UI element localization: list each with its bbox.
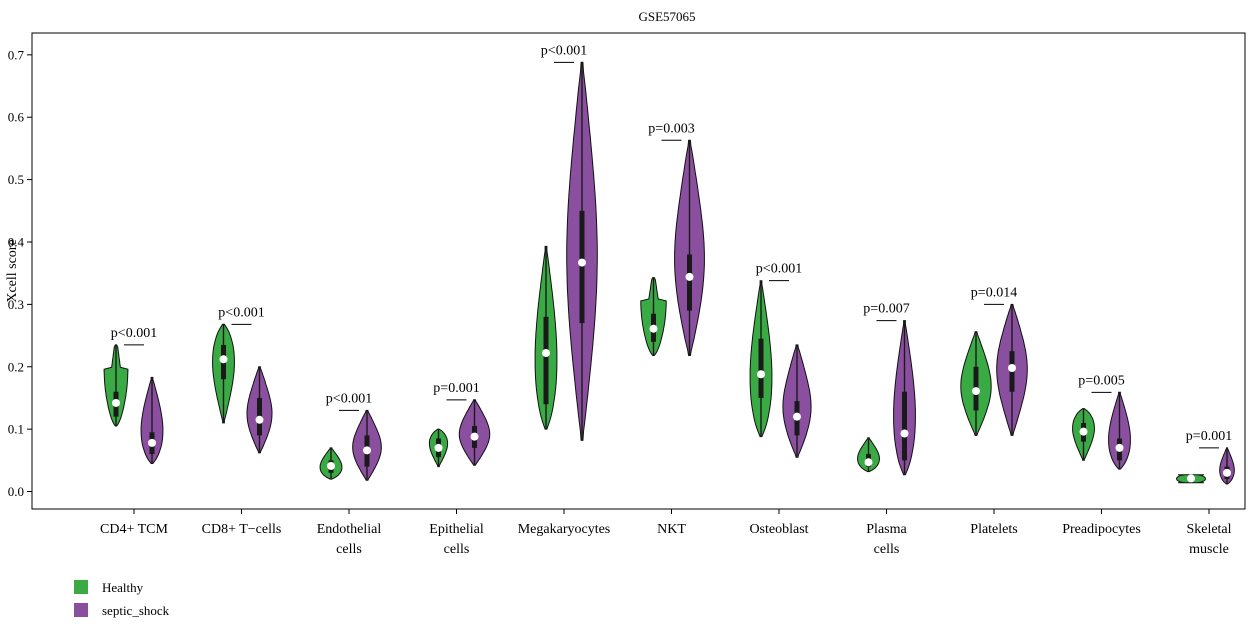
violin-iqr-box	[579, 210, 585, 324]
x-tick-label: muscle	[1189, 542, 1229, 557]
x-tick-label: cells	[444, 542, 470, 557]
y-tick-label: 0.5	[8, 172, 24, 187]
legend-swatch	[74, 603, 88, 617]
legend-label: septic_shock	[102, 603, 170, 618]
p-value-label: p<0.001	[541, 43, 587, 58]
violin-median-point	[1187, 474, 1195, 483]
violin-median-point	[1115, 443, 1124, 452]
violin-median-point	[327, 461, 335, 470]
p-value-label: p<0.001	[756, 262, 802, 277]
violin-iqr-box	[758, 338, 764, 398]
legend: Healthy septic_shock	[74, 580, 170, 618]
violin-median-point	[470, 432, 479, 441]
p-value-annotations: p<0.001 p<0.001 p<0.001 p=0.001 p<0.001 p=0.0…	[111, 43, 1232, 449]
violin-iqr-box	[902, 391, 907, 461]
violin-median-point	[793, 412, 801, 421]
p-value-label: p=0.003	[648, 121, 694, 136]
x-tick-label: Skeletal	[1186, 522, 1231, 537]
plot-frame	[31, 32, 1246, 510]
p-value-label: p<0.001	[111, 326, 157, 341]
p-value-label: p=0.014	[971, 285, 1017, 300]
x-axis: CD4+ TCM CD8+ T−cells Endothelial cells Epit…	[100, 509, 1232, 557]
violin-median-point	[649, 324, 658, 333]
violin-median-point	[1223, 468, 1231, 477]
x-tick-label: Preadipocytes	[1062, 522, 1141, 537]
y-tick-label: 0.6	[8, 110, 25, 125]
y-tick-label: 0.0	[8, 484, 24, 499]
y-tick-label: 0.1	[8, 422, 24, 437]
violin-median-point	[864, 458, 873, 467]
violin-iqr-box	[687, 254, 692, 311]
chart-title: GSE57065	[638, 9, 695, 24]
violin-median-point	[148, 438, 156, 447]
x-tick-label: CD8+ T−cells	[202, 522, 282, 537]
violin-median-point	[1008, 364, 1016, 373]
violin-median-point	[685, 272, 694, 281]
y-tick-label: 0.3	[8, 297, 24, 312]
violin-median-point	[542, 349, 550, 358]
violins	[103, 61, 1235, 485]
y-tick-label: 0.4	[8, 234, 25, 249]
x-tick-label: Megakaryocytes	[518, 522, 611, 537]
violin-median-point	[363, 446, 371, 455]
violin-median-point	[578, 258, 586, 267]
p-value-label: p=0.007	[863, 302, 909, 317]
p-value-label: p=0.001	[1186, 429, 1232, 444]
x-tick-label: cells	[336, 542, 362, 557]
p-value-label: p=0.005	[1078, 373, 1124, 388]
violin-median-point	[900, 429, 909, 438]
violin-median-point	[112, 398, 120, 407]
p-value-label: p<0.001	[326, 391, 372, 406]
x-tick-label: NKT	[657, 522, 686, 537]
p-value-label: p<0.001	[218, 305, 264, 320]
violin-median-point	[757, 370, 765, 379]
violin-median-point	[219, 355, 228, 364]
x-tick-label: CD4+ TCM	[100, 522, 168, 537]
violin-median-point	[972, 387, 980, 396]
violin-median-point	[434, 443, 443, 452]
legend-label: Healthy	[102, 580, 144, 595]
x-tick-label: Epithelial	[429, 522, 484, 537]
x-tick-label: Platelets	[970, 522, 1017, 537]
y-tick-label: 0.2	[8, 359, 24, 374]
violin-iqr-box	[543, 316, 549, 405]
violin-median-point	[255, 415, 264, 424]
x-tick-label: Endothelial	[317, 522, 382, 537]
x-tick-label: Plasma	[866, 522, 907, 537]
x-tick-label: Osteoblast	[749, 522, 808, 537]
y-axis: 0.0 0.1 0.2 0.3 0.4 0.5 0.6 0.7	[8, 47, 32, 499]
y-tick-label: 0.7	[8, 47, 25, 62]
violin-median-point	[1079, 427, 1088, 436]
x-tick-label: cells	[874, 542, 900, 557]
legend-swatch	[74, 580, 88, 594]
p-value-label: p=0.001	[433, 381, 479, 396]
y-axis-label: Xcell score	[5, 239, 20, 302]
